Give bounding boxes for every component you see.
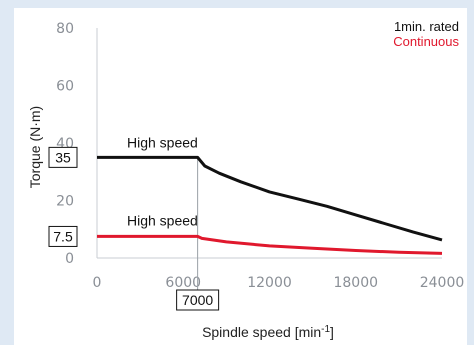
series-label-0: High speed	[127, 134, 198, 150]
y-tick-label-3: 60	[56, 79, 74, 95]
y-tick-label-0: 0	[65, 251, 74, 267]
x-tick-label-4: 24000	[420, 275, 465, 291]
y-tick-label-4: 80	[56, 21, 74, 37]
chart-panel	[14, 8, 467, 345]
x-tick-label-1: 6000	[165, 275, 201, 291]
x-tick-label-3: 18000	[333, 275, 378, 291]
series-line-0	[97, 155, 443, 242]
series-line-1	[97, 234, 443, 255]
y-axis-title: Torque (N·m)	[27, 106, 43, 188]
legend-entry-1: Continuous	[393, 34, 459, 49]
x-axis-title: Spindle speed [min-1]	[202, 324, 334, 340]
x-marker-label: 7000	[182, 292, 213, 308]
y-marker-box-0	[48, 146, 78, 168]
x-marker-box	[176, 289, 220, 311]
x-tick-label-2: 12000	[247, 275, 292, 291]
series-label-1: High speed	[127, 212, 198, 228]
y-marker-box-1	[48, 225, 78, 247]
x-tick-label-0: 0	[93, 275, 102, 291]
y-tick-label-1: 20	[56, 194, 74, 210]
y-marker-label-1: 7.5	[53, 228, 73, 244]
y-marker-label-0: 35	[55, 149, 71, 165]
legend-entry-0: 1min. rated	[394, 19, 459, 34]
